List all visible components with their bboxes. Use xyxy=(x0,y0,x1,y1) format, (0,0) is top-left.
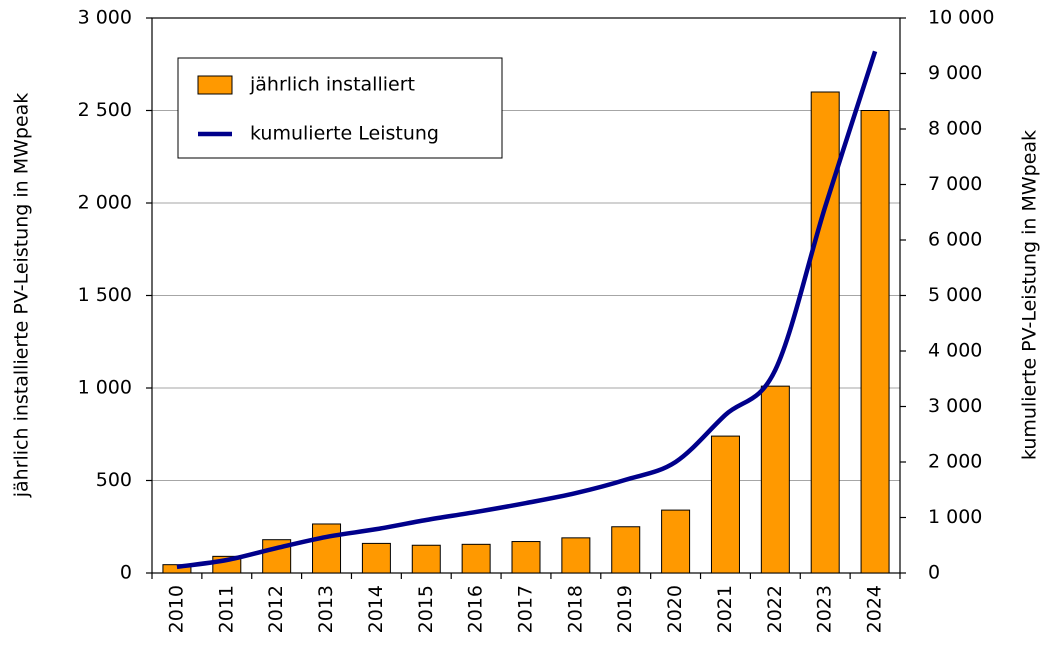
y2-tick-label: 9 000 xyxy=(928,62,982,84)
line xyxy=(176,50,878,570)
y-tick-label: 3 000 xyxy=(78,7,132,29)
x-tick-label: 2019 xyxy=(614,585,636,633)
x-tick-label: 2011 xyxy=(215,585,237,633)
x-tick-label: 2017 xyxy=(515,585,537,633)
bar xyxy=(611,526,641,574)
x-tick-label: 2020 xyxy=(664,585,686,633)
y2-tick-label: 2 000 xyxy=(928,451,982,473)
bar xyxy=(411,544,441,574)
y2-tick-label: 7 000 xyxy=(928,173,982,195)
x-tick-label: 2012 xyxy=(265,585,287,633)
x-tick-label: 2016 xyxy=(465,585,487,633)
x-tick-label: 2015 xyxy=(415,585,437,633)
bar xyxy=(661,509,691,574)
x-tick-label: 2023 xyxy=(814,585,836,633)
y2-tick-label: 5 000 xyxy=(928,284,982,306)
y2-axis-label: kumulierte PV-Leistung in MWpeak xyxy=(1019,130,1041,460)
bar xyxy=(561,537,591,574)
y2-tick-label: 0 xyxy=(928,562,940,584)
x-tick-label: 2010 xyxy=(165,585,187,633)
y2-tick-label: 4 000 xyxy=(928,340,982,362)
legend xyxy=(177,57,503,159)
y-axis-label: jährlich installierte PV-Leistung in MWp… xyxy=(11,93,33,499)
y-tick-label: 1 500 xyxy=(78,284,132,306)
y2-tick-label: 1 000 xyxy=(928,506,982,528)
x-tick-label: 2018 xyxy=(564,585,586,633)
bar xyxy=(710,435,740,574)
y-tick-label: 500 xyxy=(96,469,132,491)
y2-tick-label: 3 000 xyxy=(928,395,982,417)
bar xyxy=(461,543,491,574)
legend-label: jährlich installiert xyxy=(249,74,415,96)
bar xyxy=(511,541,541,574)
x-tick-label: 2024 xyxy=(864,585,886,633)
y-tick-label: 0 xyxy=(120,562,132,584)
x-tick-label: 2022 xyxy=(764,585,786,633)
x-tick-label: 2021 xyxy=(714,585,736,633)
bar xyxy=(312,523,342,574)
bar xyxy=(860,110,890,574)
legend-label: kumulierte Leistung xyxy=(250,123,439,145)
y-tick-label: 2 000 xyxy=(78,192,132,214)
bar xyxy=(361,542,391,574)
y2-tick-label: 6 000 xyxy=(928,229,982,251)
bar xyxy=(810,91,840,574)
y-tick-label: 2 500 xyxy=(78,99,132,121)
x-tick-label: 2014 xyxy=(365,585,387,633)
y2-tick-label: 8 000 xyxy=(928,118,982,140)
y-tick-label: 1 000 xyxy=(78,377,132,399)
legend-swatch xyxy=(197,75,233,95)
bar xyxy=(760,385,790,574)
x-tick-label: 2013 xyxy=(315,585,337,633)
y2-tick-label: 10 000 xyxy=(928,7,994,29)
